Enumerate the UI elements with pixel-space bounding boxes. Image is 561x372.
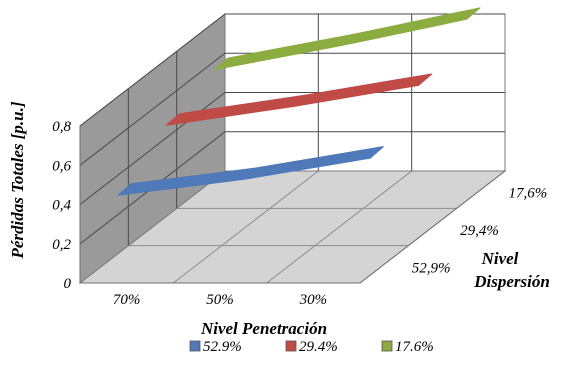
- depth-tick-label: 17,6%: [508, 186, 547, 202]
- legend: 52.9% 29.4% 17.6%: [189, 339, 434, 355]
- depth-axis-title-line1: Nivel: [481, 249, 519, 268]
- x-tick-label: 70%: [113, 292, 141, 308]
- y-axis-title: Pérdidas Totales [p.u.]: [8, 101, 27, 259]
- legend-label: 52.9%: [203, 339, 242, 355]
- floor-gridline-x: [266, 170, 412, 284]
- legend-swatch: [381, 340, 393, 352]
- x-axis-title: Nivel Penetración: [200, 319, 327, 338]
- y-tick-label: 0,4: [52, 198, 71, 214]
- legend-swatch: [189, 340, 201, 352]
- series-ribbons: [117, 7, 481, 196]
- legend-label: 29.4%: [299, 339, 338, 355]
- legend-label: 17.6%: [395, 339, 434, 355]
- y-tick-label: 0: [64, 276, 72, 292]
- axis-labels: 0 0,2 0,4 0,6 0,8 70% 50% 30% 52,9% 29,4% 17,6%: [52, 119, 547, 308]
- x-tick-label: 30%: [299, 292, 328, 308]
- series-ribbon: [214, 7, 481, 71]
- y-tick-label: 0,6: [52, 158, 71, 174]
- legend-swatch: [285, 340, 297, 352]
- y-tick-label: 0,8: [52, 119, 71, 135]
- y-tick-label: 0,2: [52, 237, 71, 253]
- depth-tick-label: 29,4%: [460, 223, 499, 239]
- series-ribbon: [117, 146, 384, 196]
- x-tick-label: 50%: [206, 292, 234, 308]
- depth-tick-label: 52,9%: [412, 260, 451, 276]
- series-ribbon: [165, 73, 433, 126]
- depth-axis-title-line2: Dispersión: [473, 272, 550, 291]
- floor-gridline-x: [173, 170, 319, 284]
- z-axis-line: [359, 170, 506, 284]
